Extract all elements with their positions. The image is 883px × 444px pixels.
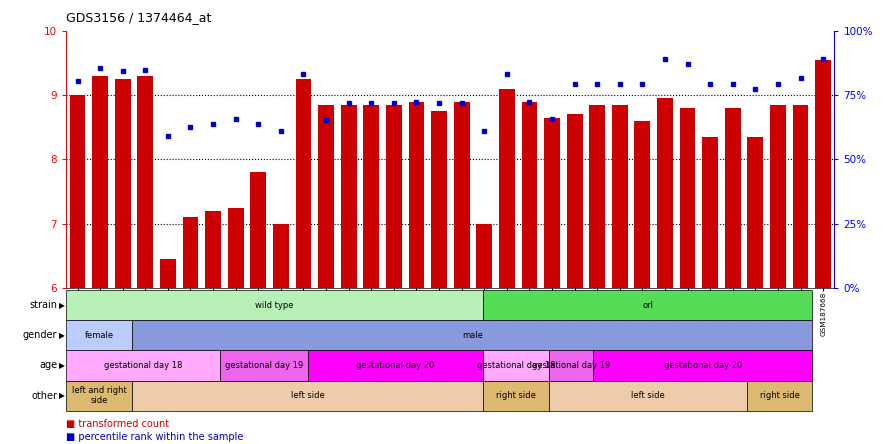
Text: age: age [39,361,57,370]
Bar [251,172,266,288]
Bar [228,207,244,288]
Bar [296,79,312,288]
Text: male: male [462,331,483,340]
Bar [476,224,492,288]
Bar [183,217,199,288]
Text: orl: orl [642,301,653,309]
Bar [567,115,583,288]
Bar [612,105,628,288]
Bar [544,118,560,288]
Bar [747,137,763,288]
Text: ▶: ▶ [58,391,64,400]
Text: other: other [32,391,57,400]
Text: gestational day 20: gestational day 20 [357,361,434,370]
Bar [205,211,221,288]
Bar [499,89,515,288]
Text: GDS3156 / 1374464_at: GDS3156 / 1374464_at [66,11,212,24]
Bar [702,137,718,288]
Text: ■ transformed count: ■ transformed count [66,419,170,429]
Text: ▶: ▶ [58,331,64,340]
Text: gender: gender [23,330,57,340]
Bar [793,105,809,288]
Text: left side: left side [631,391,665,400]
Bar [273,224,289,288]
Text: gestational day 20: gestational day 20 [664,361,742,370]
Bar [363,105,379,288]
Bar [657,99,673,288]
Bar [92,76,108,288]
Bar [589,105,605,288]
Text: gestational day 19: gestational day 19 [532,361,610,370]
Text: ▶: ▶ [58,301,64,309]
Bar [341,105,357,288]
Text: left side: left side [291,391,325,400]
Bar [431,111,447,288]
Bar [160,259,176,288]
Text: gestational day 19: gestational day 19 [224,361,303,370]
Text: wild type: wild type [255,301,294,309]
Text: right side: right side [496,391,536,400]
Text: gestational day 18: gestational day 18 [477,361,555,370]
Text: right side: right side [759,391,799,400]
Text: female: female [85,331,114,340]
Text: ▶: ▶ [58,361,64,370]
Text: left and right
side: left and right side [72,386,126,405]
Bar [680,108,696,288]
Bar [635,121,650,288]
Bar [409,102,425,288]
Bar [386,105,402,288]
Bar [70,95,86,288]
Bar [770,105,786,288]
Bar [725,108,741,288]
Bar [815,60,831,288]
Text: strain: strain [29,300,57,310]
Bar [115,79,131,288]
Bar [522,102,538,288]
Text: gestational day 18: gestational day 18 [104,361,182,370]
Bar [454,102,470,288]
Bar [138,76,154,288]
Text: ■ percentile rank within the sample: ■ percentile rank within the sample [66,432,244,442]
Bar [318,105,334,288]
